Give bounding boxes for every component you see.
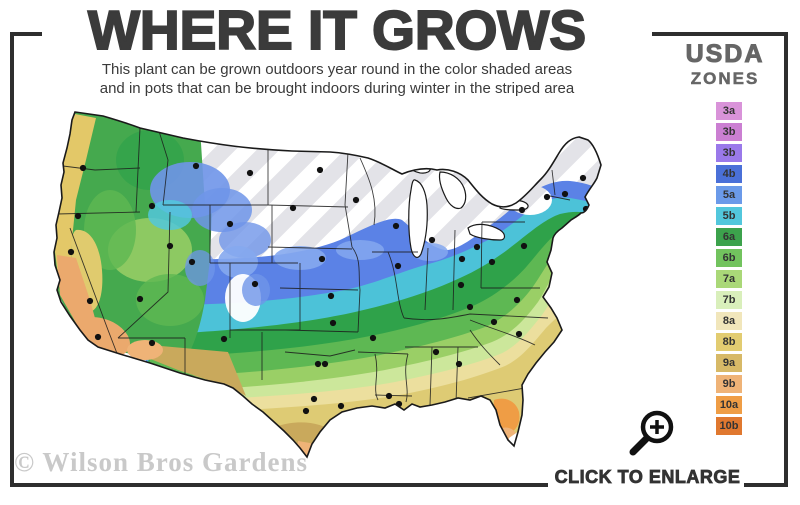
city-dot [523, 412, 531, 420]
city-dot [515, 330, 523, 338]
city-dot [67, 248, 75, 256]
page-title: WHERE IT GROWS [87, 0, 587, 61]
city-dot [329, 319, 337, 327]
city-dot [321, 360, 329, 368]
city-dot [148, 202, 156, 210]
city-dot [136, 295, 144, 303]
city-dot [166, 242, 174, 250]
legend-zone-swatch: 9b [716, 375, 742, 393]
city-dot [428, 236, 436, 244]
legend-zone-swatch: 6a [716, 228, 742, 246]
city-dot [455, 360, 463, 368]
city-dot [473, 243, 481, 251]
city-dot [327, 292, 335, 300]
legend-zone-swatch: 8a [716, 312, 742, 330]
city-dot [543, 193, 551, 201]
city-dot [458, 255, 466, 263]
legend-zone-swatch: 5a [716, 186, 742, 204]
legend-title-usda: USDA [685, 40, 765, 69]
legend-zone-list: 3a 3b 3b 4b 5a 5b 6a 6b 7a 7b 8a 8b 9a 9b 10a 10b [716, 102, 742, 435]
frame-right-line [784, 32, 788, 487]
city-dot [79, 164, 87, 172]
city-dot [94, 333, 102, 341]
city-dot [352, 196, 360, 204]
subtitle-line-2: and in pots that can be brought indoors … [99, 80, 575, 97]
legend-zone-swatch: 10b [716, 417, 742, 435]
city-dot [192, 162, 200, 170]
magnifier-plus-icon [629, 410, 673, 456]
city-dot [251, 280, 259, 288]
city-dot [488, 258, 496, 266]
city-dot [392, 222, 400, 230]
legend-zone-swatch: 6b [716, 249, 742, 267]
city-dot [394, 262, 402, 270]
city-dot [490, 318, 498, 326]
city-dot [74, 212, 82, 220]
city-dot [316, 166, 324, 174]
city-dot [246, 169, 254, 177]
click-to-enlarge-button[interactable]: CLICK TO ENLARGE [545, 408, 750, 488]
legend-title-zones: ZONES [690, 69, 760, 89]
watermark: © Wilson Bros Gardens [14, 447, 308, 477]
city-dot [466, 303, 474, 311]
legend-zone-swatch: 5b [716, 207, 742, 225]
city-dot [86, 297, 94, 305]
frame-bottom-left-line [10, 483, 548, 487]
city-dot [318, 255, 326, 263]
city-dot [518, 206, 526, 214]
city-dot [337, 402, 345, 410]
city-dot [188, 258, 196, 266]
legend-zone-swatch: 7a [716, 270, 742, 288]
legend-zone-swatch: 3b [716, 123, 742, 141]
city-dot [148, 339, 156, 347]
frame-bottom-right-line [744, 483, 788, 487]
frame-top-left-line [10, 32, 42, 36]
city-dot [457, 281, 465, 289]
click-to-enlarge-label: CLICK TO ENLARGE [554, 467, 741, 488]
city-dot [385, 392, 393, 400]
legend-zone-swatch: 8b [716, 333, 742, 351]
city-dot [310, 395, 318, 403]
frame-left-line [10, 32, 14, 487]
city-dot [314, 360, 322, 368]
city-dot [520, 435, 528, 443]
city-dot [520, 242, 528, 250]
legend-zone-swatch: 3b [716, 144, 742, 162]
city-dot [432, 348, 440, 356]
city-dot [579, 174, 587, 182]
legend-zone-swatch: 9a [716, 354, 742, 372]
city-dot [369, 334, 377, 342]
legend-zone-swatch: 4b [716, 165, 742, 183]
subtitle-line-1: This plant can be grown outdoors year ro… [101, 61, 573, 78]
city-dot [226, 220, 234, 228]
legend-zone-swatch: 3a [716, 102, 742, 120]
city-dot [289, 204, 297, 212]
frame-top-right-line [652, 32, 788, 36]
legend-zone-swatch: 7b [716, 291, 742, 309]
city-dot [561, 190, 569, 198]
legend-zone-swatch: 10a [716, 396, 742, 414]
city-dot [513, 296, 521, 304]
city-dot [220, 335, 228, 343]
usda-zones-legend: USDA ZONES 3a 3b 3b 4b 5a 5b 6a 6b 7a 7b 8a 8b 9a 9b 1… [660, 40, 790, 435]
city-dot [302, 407, 310, 415]
